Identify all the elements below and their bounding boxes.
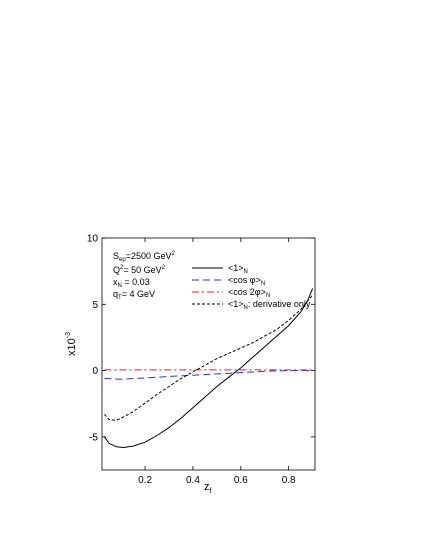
annotation-q2: Q2= 50 GeV2 <box>113 265 166 275</box>
annotation-sep: Sep=2500 GeV2 <box>113 251 176 263</box>
y-tick-label-1: 0 <box>92 366 98 377</box>
y-tick-label-3: 10 <box>87 234 99 245</box>
y-tick-label-0: -5 <box>89 432 98 443</box>
annotation-xn: xN = 0.03 <box>113 277 150 289</box>
legend-label-3: <cos 2φ>N <box>228 287 270 299</box>
y-tick-label-2: 5 <box>92 300 98 311</box>
series-line-0 <box>103 288 314 449</box>
y-axis-title: x10-3 <box>65 332 78 356</box>
x-tick-label-0: 0.2 <box>138 475 152 486</box>
x-tick-label-2: 0.6 <box>234 475 248 486</box>
axes: 0.2 0.4 0.6 0.8 -5 0 5 10 <box>87 234 315 486</box>
legend-label-1: <1>N <box>228 263 248 275</box>
annotation-block: Sep=2500 GeV2 Q2= 50 GeV2 xN = 0.03 qT= … <box>113 251 176 301</box>
x-tick-label-1: 0.4 <box>186 475 200 486</box>
annotation-qt: qT= 4 GeV <box>113 289 155 301</box>
x-tick-label-3: 0.8 <box>282 475 296 486</box>
legend: <1>N <cos φ>N <cos 2φ>N <1>N: derivative… <box>192 263 311 311</box>
plot-frame <box>101 237 316 471</box>
legend-label-2: <cos φ>N <box>228 275 265 287</box>
series-group <box>103 288 314 449</box>
x-axis-title: zf <box>204 481 212 495</box>
legend-label-4: <1>N: derivative only <box>228 299 311 311</box>
series-line-3 <box>104 294 313 421</box>
series-line-1 <box>104 370 313 380</box>
